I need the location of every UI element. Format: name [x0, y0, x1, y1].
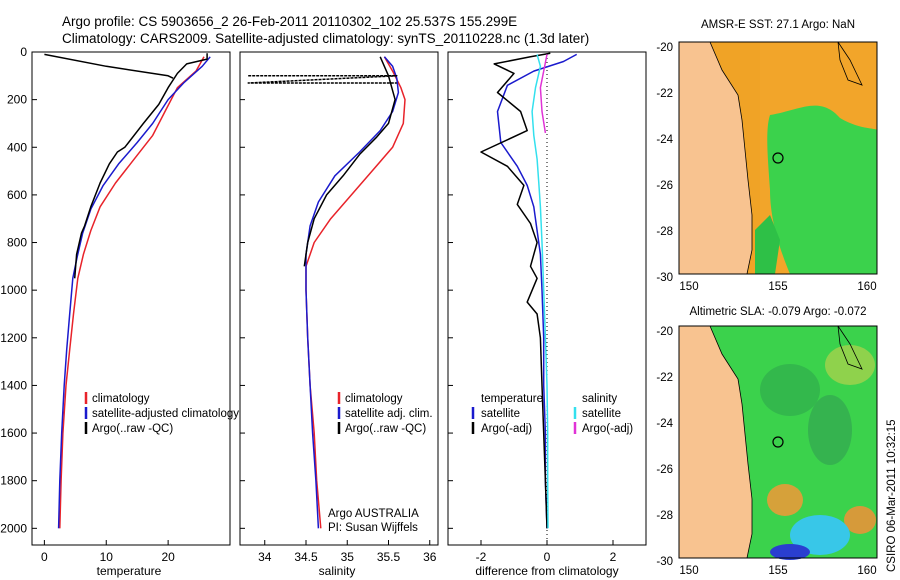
- legend-label: climatology: [345, 393, 403, 405]
- sst-reef-outline: [837, 41, 863, 86]
- legend-label: Argo(..raw -QC): [345, 423, 426, 435]
- x-tick-label: -2: [476, 550, 487, 564]
- depth-tick-label: 400: [7, 140, 27, 154]
- plot-layer: 0 10 20 34 34.5 35 35.5 36 -2 0 2: [32, 51, 617, 564]
- sla-map-title: Altimetric SLA: -0.079 Argo: -0.072: [689, 306, 866, 318]
- figure-title-line2: Climatology: CARS2009. Satellite-adjuste…: [62, 31, 589, 46]
- credit-pi: PI: Susan Wijffels: [328, 522, 418, 534]
- series-line-climatology: [59, 56, 205, 529]
- depth-tick-label: 200: [7, 93, 27, 107]
- map-lat-tick-label: -26: [656, 180, 673, 192]
- depth-tick-label: 1400: [0, 378, 27, 392]
- map-lat-tick-label: -24: [656, 134, 673, 146]
- difference-xlabel: difference from climatology: [475, 564, 618, 578]
- sst-green-coastal: [755, 215, 780, 274]
- legend-label: satellite-adjusted climatology: [92, 408, 239, 420]
- map-ticks: -20 -22 -24 -26 -28 -30 150 155 160 -20 -22 -24 -26 -…: [656, 42, 876, 577]
- legend-label: Argo(-adj): [481, 423, 532, 435]
- sst-map-title: AMSR-E SST: 27.1 Argo: NaN: [701, 19, 855, 31]
- sla-cold-eddy-core: [770, 544, 810, 560]
- series-line-argo-raw-spike: [44, 53, 174, 79]
- x-tick-label: 0: [544, 550, 551, 564]
- sla-cold-eddy: [790, 515, 850, 555]
- sla-low-anomaly: [760, 364, 820, 416]
- sla-low-anomaly: [808, 395, 852, 465]
- depth-tick-label: 1600: [0, 426, 27, 440]
- depth-tick-label: 2000: [0, 521, 27, 535]
- legend-label: salinity: [582, 393, 617, 405]
- depth-tick-label: 600: [7, 188, 27, 202]
- legend-label: Argo(..raw -QC): [92, 423, 173, 435]
- temperature-xlabel: temperature: [97, 564, 162, 578]
- map-lat-tick-label: -30: [656, 272, 673, 284]
- temperature-panel: [31, 51, 231, 546]
- sst-map: [678, 41, 878, 275]
- legend-label: satellite: [582, 408, 621, 420]
- series-line-argo-raw-spike: [247, 75, 398, 84]
- series-line-temperature-satellite: [496, 53, 578, 529]
- map-lon-tick-label: 155: [768, 281, 787, 293]
- legend-label: Argo(-adj): [582, 423, 633, 435]
- sla-map-frame: [678, 325, 878, 559]
- map-lat-tick-label: -20: [656, 326, 673, 338]
- series-line-temperature-argo-adj-: [480, 52, 551, 529]
- map-lat-tick-label: -24: [656, 418, 673, 430]
- difference-legend: temperature satellite Argo(-adj) salinit…: [471, 393, 633, 435]
- depth-tick-label: 0: [20, 45, 27, 59]
- x-tick-label: 10: [100, 550, 114, 564]
- credit-argo-australia: Argo AUSTRALIA: [328, 508, 419, 520]
- x-tick-label: 35: [341, 550, 355, 564]
- sla-profile-location-marker: [772, 436, 784, 448]
- depth-tick-label: 1200: [0, 331, 27, 345]
- sla-reef-outline: [837, 325, 863, 370]
- credit-timestamp: CSIRO 06-Mar-2011 10:32:15: [886, 419, 898, 572]
- sla-high-anomaly: [844, 506, 876, 534]
- map-lon-tick-label: 160: [857, 281, 876, 293]
- sla-high-anomaly: [767, 484, 803, 516]
- x-tick-label: 35.5: [377, 550, 401, 564]
- sst-profile-location-marker: [772, 152, 784, 164]
- series-line-argo-raw-qc-: [73, 53, 208, 279]
- series-line-argo-raw-qc-: [303, 56, 396, 267]
- map-lon-tick-label: 155: [768, 565, 787, 577]
- map-lon-tick-label: 150: [679, 565, 698, 577]
- map-lat-tick-label: -26: [656, 464, 673, 476]
- legend-label: satellite: [481, 408, 520, 420]
- x-tick-label: 0: [41, 550, 48, 564]
- map-lat-tick-label: -22: [656, 88, 673, 100]
- series-line-salinity-argo-adj-: [539, 54, 548, 134]
- sst-map-frame: [678, 41, 878, 275]
- depth-tick-label: 1800: [0, 474, 27, 488]
- depth-tick-label: 800: [7, 236, 27, 250]
- salinity-xlabel: salinity: [319, 564, 356, 578]
- map-lat-tick-label: -28: [656, 226, 673, 238]
- x-tick-label: 20: [161, 550, 175, 564]
- legend-label: satellite adj. clim.: [345, 408, 433, 420]
- series-line-salinity-satellite: [531, 54, 549, 529]
- salinity-panel: [239, 51, 439, 546]
- map-lat-tick-label: -20: [656, 42, 673, 54]
- legend-label: climatology: [92, 393, 150, 405]
- map-lon-tick-label: 150: [679, 281, 698, 293]
- map-lat-tick-label: -30: [656, 556, 673, 568]
- sst-green-water: [767, 105, 877, 274]
- temperature-legend: climatology satellite-adjusted climatolo…: [84, 392, 239, 435]
- x-tick-label: 36: [423, 550, 437, 564]
- series-line-satellite-adj-clim-: [305, 56, 400, 529]
- figure-title-line1: Argo profile: CS 5903656_2 26-Feb-2011 2…: [62, 14, 517, 29]
- sla-map: [678, 325, 878, 560]
- legend-label: temperature: [481, 393, 543, 405]
- depth-axis: 0 200 400 600 800 1000 1200 1400 1600 1800 2000: [0, 45, 27, 535]
- x-tick-label: 2: [610, 550, 617, 564]
- map-lat-tick-label: -28: [656, 510, 673, 522]
- map-lon-tick-label: 160: [857, 565, 876, 577]
- map-lat-tick-label: -22: [656, 372, 673, 384]
- x-tick-label: 34.5: [294, 550, 318, 564]
- depth-tick-label: 1000: [0, 283, 27, 297]
- salinity-legend: climatology satellite adj. clim. Argo(..…: [328, 392, 433, 534]
- x-tick-label: 34: [258, 550, 272, 564]
